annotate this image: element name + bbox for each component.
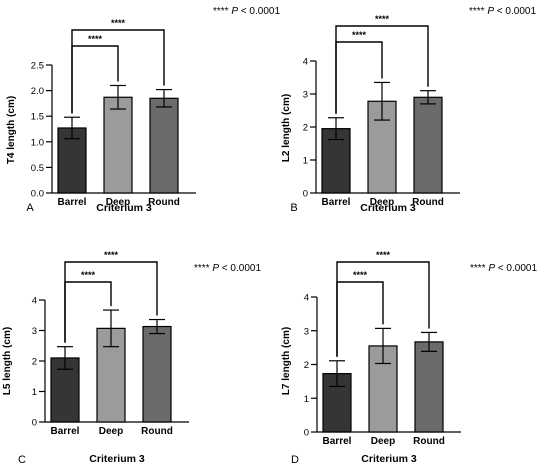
y-tick-label: 0 — [32, 418, 37, 429]
y-tick-label: 0 — [304, 428, 309, 439]
bar-round — [149, 97, 179, 194]
chart-panel-d: **** P < 0.0001 0 1 2 3 4 L7 length (cm) Barrel… — [281, 250, 537, 466]
x-tick-label-round: Round — [413, 436, 445, 447]
panel-label: D — [291, 454, 299, 466]
y-axis-label: T4 length (cm) — [6, 96, 17, 164]
bar-round — [414, 341, 444, 433]
y-tick-label: 2 — [304, 360, 309, 371]
significance-bracket — [335, 25, 429, 114]
bar-round — [413, 96, 443, 194]
x-tick-label-round: Round — [412, 197, 444, 208]
pvalue-symbol: P — [487, 6, 494, 17]
y-tick-label: 2 — [303, 123, 308, 134]
y-tick-label: 3 — [32, 326, 37, 337]
significance-bracket — [71, 29, 165, 114]
y-axis-label: L2 length (cm) — [281, 94, 292, 162]
y-tick-label: 1 — [304, 394, 309, 405]
x-tick-label-deep: Deep — [99, 426, 123, 437]
x-tick-label-barrel: Barrel — [58, 197, 87, 208]
x-tick-label-barrel: Barrel — [323, 436, 352, 447]
pvalue-note: **** P < 0.0001 — [213, 6, 280, 17]
y-tick-label: 4 — [32, 296, 37, 307]
pvalue-symbol: P — [212, 263, 219, 274]
chart-panel-b: **** P < 0.0001 0 1 2 3 4 L2 length (cm) Barrel… — [281, 6, 536, 214]
x-tick-label-deep: Deep — [370, 197, 394, 208]
pvalue-stars: **** — [194, 263, 212, 274]
y-tick-label: 1 — [303, 156, 308, 167]
pvalue-stars: **** — [213, 6, 231, 17]
pvalue-threshold: < 0.0001 — [219, 263, 261, 274]
y-tick-label: 0 — [303, 189, 308, 200]
x-tick-label-round: Round — [141, 426, 173, 437]
y-tick-label: 4 — [303, 57, 308, 68]
x-tick-label-barrel: Barrel — [322, 197, 351, 208]
y-tick-label: 2.0 — [31, 86, 44, 97]
panel-label: A — [26, 202, 34, 214]
pvalue-threshold: < 0.0001 — [494, 6, 536, 17]
significance-label: **** — [88, 34, 103, 44]
pvalue-symbol: P — [231, 6, 238, 17]
pvalue-symbol: P — [488, 263, 495, 274]
significance-label: **** — [353, 270, 368, 280]
pvalue-threshold: < 0.0001 — [238, 6, 280, 17]
pvalue-note: **** P < 0.0001 — [470, 263, 537, 274]
y-tick-label: 2.5 — [31, 61, 44, 72]
significance-label: **** — [111, 18, 126, 28]
x-axis-label: Criterium 3 — [96, 202, 152, 214]
pvalue-note: **** P < 0.0001 — [469, 6, 536, 17]
y-tick-label: 3 — [304, 326, 309, 337]
bar-deep — [103, 96, 133, 194]
y-tick-label: 1 — [32, 387, 37, 398]
x-axis-label: Criterium 3 — [89, 453, 145, 465]
pvalue-note: **** P < 0.0001 — [194, 263, 261, 274]
chart-panel-a: **** P < 0.0001 0.0 0.5 1.0 1.5 2.0 2.5 T4 leng… — [6, 6, 280, 214]
y-tick-label: 4 — [304, 293, 309, 304]
significance-bracket — [64, 261, 158, 343]
y-tick-label: 1.5 — [31, 112, 44, 123]
pvalue-threshold: < 0.0001 — [495, 263, 537, 274]
x-axis-label: Criterium 3 — [360, 202, 416, 214]
significance-label: **** — [352, 30, 367, 40]
x-tick-label-barrel: Barrel — [51, 426, 80, 437]
chart-panel-c: **** P < 0.0001 0 1 2 3 4 L5 length (cm) Barrel… — [2, 250, 261, 466]
y-tick-label: 2 — [32, 357, 37, 368]
significance-bracket — [336, 261, 430, 357]
x-axis-label: Criterium 3 — [361, 453, 417, 465]
y-tick-label: 0.0 — [31, 189, 44, 200]
significance-label: **** — [376, 250, 391, 260]
y-tick-label: 1.0 — [31, 137, 44, 148]
significance-label: **** — [104, 250, 119, 260]
y-axis-label: L5 length (cm) — [2, 327, 13, 395]
x-tick-label-round: Round — [148, 197, 180, 208]
panel-label: C — [18, 454, 26, 466]
y-axis-label: L7 length (cm) — [281, 327, 292, 395]
x-tick-label-deep: Deep — [106, 197, 130, 208]
bar-round — [142, 325, 172, 423]
significance-label: **** — [81, 270, 96, 280]
x-tick-label-deep: Deep — [371, 436, 395, 447]
significance-label: **** — [375, 14, 390, 24]
pvalue-stars: **** — [470, 263, 488, 274]
panel-label: B — [290, 202, 297, 214]
pvalue-stars: **** — [469, 6, 487, 17]
y-tick-label: 0.5 — [31, 163, 44, 174]
y-tick-label: 3 — [303, 90, 308, 101]
